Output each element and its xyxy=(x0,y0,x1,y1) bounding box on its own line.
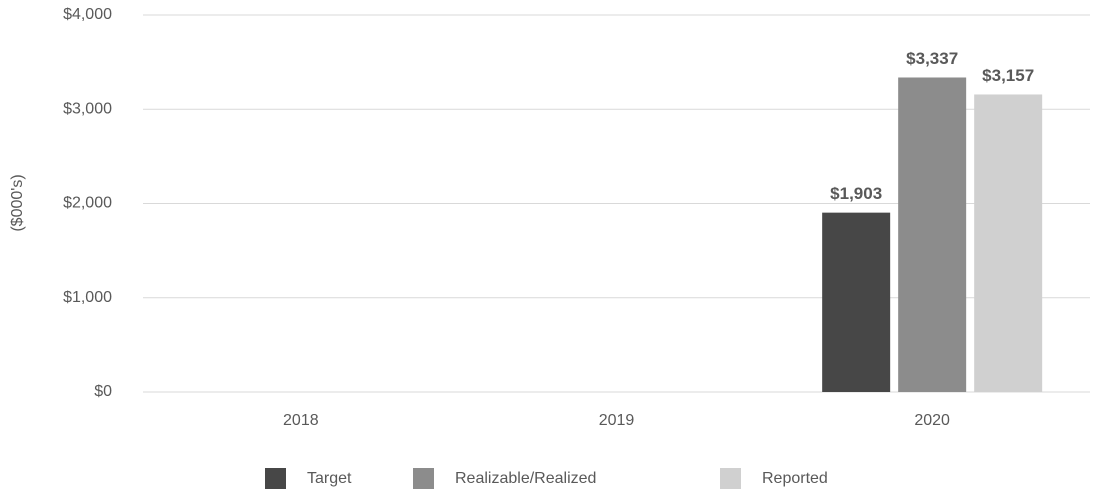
bar xyxy=(974,94,1043,392)
y-tick-label: $1,000 xyxy=(63,289,112,306)
legend-swatch xyxy=(720,468,741,489)
x-tick-label: 2019 xyxy=(599,412,635,429)
x-tick-label: 2020 xyxy=(914,412,950,429)
legend-label: Realizable/Realized xyxy=(455,470,596,487)
legend-swatch xyxy=(413,468,434,489)
y-tick-label: $4,000 xyxy=(63,6,112,23)
legend-label: Target xyxy=(307,470,352,487)
legend-swatch xyxy=(265,468,286,489)
y-tick-label: $0 xyxy=(94,383,112,400)
value-label: $1,903 xyxy=(830,184,882,203)
y-axis-label: ($000's) xyxy=(9,174,26,231)
value-label: $3,157 xyxy=(982,66,1034,85)
value-label: $3,337 xyxy=(906,49,958,68)
legend-label: Reported xyxy=(762,470,828,487)
bar xyxy=(822,212,891,392)
x-tick-label: 2018 xyxy=(283,412,319,429)
bar xyxy=(898,77,967,393)
y-tick-label: $2,000 xyxy=(63,195,112,212)
y-tick-label: $3,000 xyxy=(63,100,112,117)
